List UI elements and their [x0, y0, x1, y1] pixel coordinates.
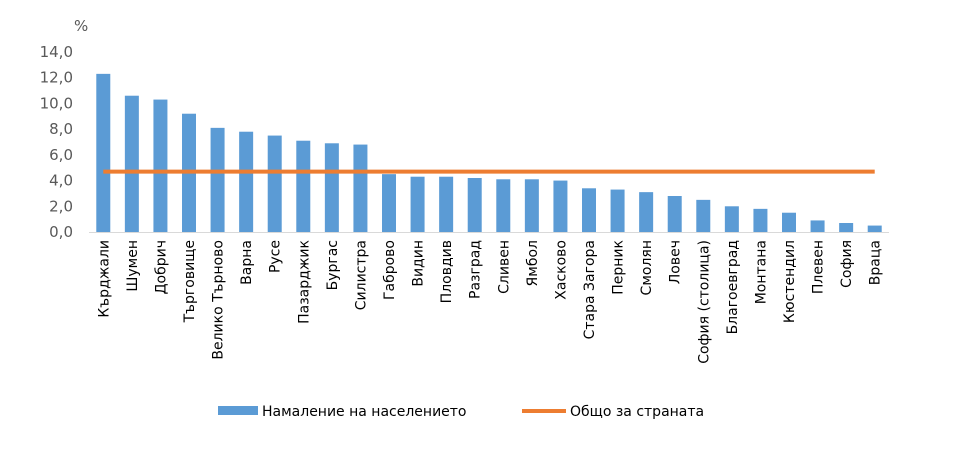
bar — [239, 131, 254, 232]
y-tick-label: 12,0 — [40, 69, 73, 87]
bar — [667, 196, 682, 232]
bar — [439, 176, 454, 232]
x-tick-label: Бургас — [325, 240, 341, 290]
x-tick-label: Варна — [239, 240, 255, 285]
legend-swatch-bar — [218, 406, 258, 415]
x-tick-label: Смолян — [639, 240, 655, 295]
bar — [867, 225, 882, 232]
x-tick-label: Ямбол — [525, 240, 541, 286]
x-tick-label: Видин — [411, 240, 427, 287]
x-tick-label: Плевен — [811, 240, 827, 294]
x-tick-label: Стара Загора — [582, 240, 598, 339]
bar — [553, 180, 568, 232]
x-tick-label: Кюстендил — [782, 240, 798, 323]
x-tick-label: Разград — [468, 240, 484, 299]
bar — [524, 179, 539, 232]
bar — [610, 189, 625, 232]
bar — [267, 135, 282, 232]
bar-series — [96, 73, 882, 232]
bar — [324, 143, 339, 232]
x-tick-label: Шумен — [125, 240, 141, 292]
bar — [410, 176, 425, 232]
x-tick-label: Перник — [611, 240, 627, 295]
bar — [810, 220, 825, 232]
x-tick-label: Ловеч — [668, 240, 684, 284]
bar — [210, 127, 225, 232]
bar — [467, 178, 482, 232]
x-tick-label: Монтана — [753, 240, 769, 304]
legend-label-line: Общо за страната — [570, 404, 704, 420]
x-tick-label: Силистра — [353, 240, 369, 310]
bar — [839, 223, 854, 232]
legend: Намаление на населението Общо за странат… — [218, 404, 704, 420]
x-tick-label: Пазарджик — [296, 240, 312, 324]
y-axis: 0,0 2,0 4,0 6,0 8,0 10,0 12,0 14,0 — [40, 43, 73, 241]
y-tick-label: 6,0 — [49, 146, 73, 164]
bar — [96, 73, 111, 232]
y-tick-label: 8,0 — [49, 120, 73, 138]
x-tick-label: Сливен — [496, 240, 512, 294]
y-tick-label: 0,0 — [49, 223, 73, 241]
x-tick-label: Добрич — [153, 240, 169, 294]
bar — [782, 212, 796, 232]
bar — [496, 179, 511, 232]
x-tick-label: Габрово — [382, 240, 398, 300]
x-tick-label: Пловдив — [439, 240, 455, 303]
legend-label-bar: Намаление на населението — [262, 404, 467, 420]
y-tick-label: 14,0 — [40, 43, 73, 61]
x-tick-label: Хасково — [553, 240, 569, 300]
bar — [296, 140, 311, 232]
x-tick-label: Благоевград — [725, 240, 741, 334]
bar — [582, 188, 596, 232]
bar — [696, 199, 711, 232]
y-axis-unit: % — [74, 17, 88, 35]
x-tick-label: София (столица) — [696, 240, 712, 364]
y-tick-label: 2,0 — [49, 197, 73, 215]
bar — [382, 174, 396, 232]
bar — [153, 99, 168, 232]
bar — [639, 192, 654, 232]
x-tick-label: Кърджали — [96, 240, 112, 318]
bar — [353, 144, 368, 232]
bar — [724, 206, 739, 232]
x-tick-label: Враца — [868, 240, 884, 285]
x-axis: Кърджали Шумен Добрич Търговище Велико Търно… — [89, 232, 889, 364]
bar — [124, 95, 139, 232]
x-tick-label: Велико Търново — [211, 240, 227, 360]
bar — [753, 208, 768, 232]
y-tick-label: 4,0 — [49, 172, 73, 190]
x-tick-label: София — [839, 240, 855, 288]
y-tick-label: 10,0 — [40, 94, 73, 112]
x-tick-label: Русе — [268, 240, 284, 273]
x-tick-label: Търговище — [182, 240, 198, 323]
